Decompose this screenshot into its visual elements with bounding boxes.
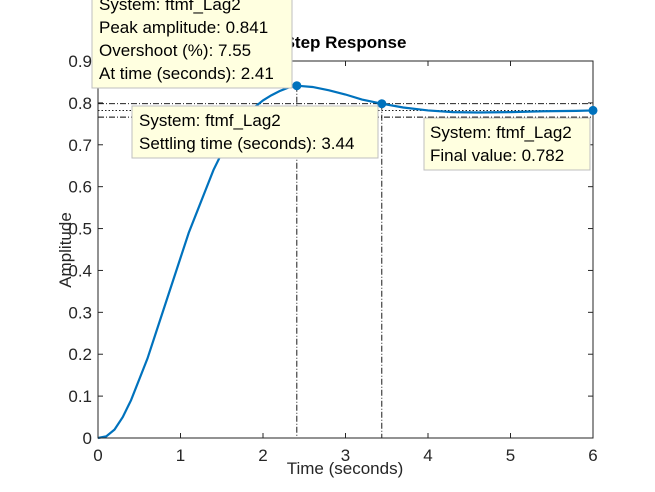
x-tick-label: 4	[423, 446, 432, 465]
x-tick-label: 2	[258, 446, 267, 465]
datatip-box	[423, 117, 591, 171]
y-tick-label: 0.4	[68, 261, 92, 280]
x-tick-label: 3	[341, 446, 350, 465]
datatip-line: Peak amplitude: 0.841	[99, 18, 268, 37]
marker-layer	[292, 81, 598, 115]
y-tick-label: 0.6	[68, 178, 92, 197]
datatip-line: Overshoot (%): 7.55	[99, 41, 251, 60]
datatip-line: System: ftmf_Lag2	[430, 123, 572, 142]
y-tick-label: 0.9	[68, 52, 92, 71]
x-tick-label: 5	[506, 446, 515, 465]
x-axis-label: Time (seconds)	[287, 459, 404, 478]
datatip-box	[131, 105, 379, 159]
y-tick-label: 0.3	[68, 303, 92, 322]
datatip-line: System: ftmf_Lag2	[139, 111, 281, 130]
y-axis-label: Amplitude	[56, 212, 75, 288]
settling-marker[interactable]	[377, 99, 387, 109]
y-tick-label: 0.1	[68, 387, 92, 406]
x-tick-label: 0	[93, 446, 102, 465]
y-tick-label: 0.7	[68, 136, 92, 155]
datatip-line: Settling time (seconds): 3.44	[139, 134, 354, 153]
tick-layer: 0 1 2 3 4 5 6 0 0.1 0.2 0.3 0.4 0.5 0.6 0.7 0.8 0.9	[68, 52, 597, 465]
y-tick-label: 0.2	[68, 345, 92, 364]
datatip-box	[91, 0, 293, 89]
datatip-line: At time (seconds): 2.41	[99, 64, 274, 83]
y-tick-label: 0.8	[68, 94, 92, 113]
datatip-line: System: ftmf_Lag2	[99, 0, 241, 14]
y-tick-label: 0.5	[68, 220, 92, 239]
y-tick-label: 0	[83, 429, 92, 448]
datatip-line: Final value: 0.782	[430, 146, 564, 165]
x-tick-label: 1	[176, 446, 185, 465]
settling-datatip[interactable]: System: ftmf_Lag2 Settling time (seconds)…	[131, 105, 379, 159]
peak-datatip[interactable]: System: ftmf_Lag2 Peak amplitude: 0.841 Ov…	[91, 0, 293, 89]
x-tick-label: 6	[588, 446, 597, 465]
chart-title: Step Response	[284, 33, 407, 52]
datatip-layer: System: ftmf_Lag2 Peak amplitude: 0.841 Ov…	[91, 0, 591, 171]
peak-marker[interactable]	[292, 81, 302, 91]
final-value-datatip[interactable]: System: ftmf_Lag2 Final value: 0.782	[423, 117, 591, 171]
final-value-marker[interactable]	[588, 105, 598, 115]
